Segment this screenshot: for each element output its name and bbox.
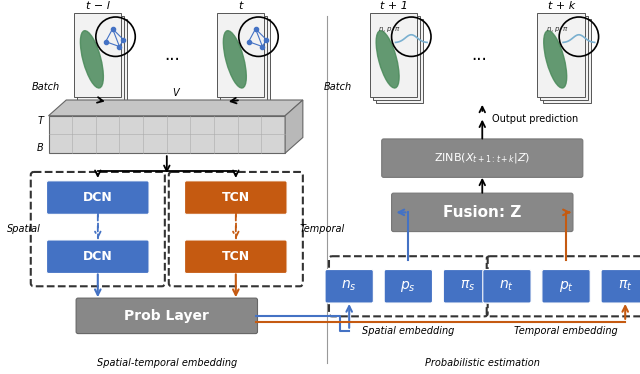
Text: Output prediction: Output prediction bbox=[492, 114, 579, 124]
Text: TCN: TCN bbox=[221, 191, 250, 204]
Bar bbox=[49, 116, 285, 153]
Bar bbox=[77, 16, 124, 100]
Bar bbox=[376, 19, 423, 103]
Bar bbox=[538, 13, 585, 97]
Text: $p_t$: $p_t$ bbox=[559, 279, 573, 294]
Text: B: B bbox=[37, 143, 44, 153]
Polygon shape bbox=[49, 100, 303, 116]
Bar bbox=[370, 13, 417, 97]
FancyBboxPatch shape bbox=[184, 240, 287, 273]
Bar bbox=[74, 13, 122, 97]
Text: $n_t$: $n_t$ bbox=[499, 279, 515, 294]
Text: Spatial embedding: Spatial embedding bbox=[362, 326, 454, 336]
Text: t + 1: t + 1 bbox=[380, 1, 408, 11]
Text: Probabilistic estimation: Probabilistic estimation bbox=[425, 358, 540, 368]
Ellipse shape bbox=[376, 31, 399, 88]
FancyBboxPatch shape bbox=[381, 139, 583, 177]
Bar bbox=[373, 16, 420, 100]
Text: t − l: t − l bbox=[86, 1, 109, 11]
Text: $\mathrm{ZINB}(X_{t+1:t+k}|Z)$: $\mathrm{ZINB}(X_{t+1:t+k}|Z)$ bbox=[434, 151, 531, 165]
Ellipse shape bbox=[223, 31, 246, 88]
Text: Spatial-temporal embedding: Spatial-temporal embedding bbox=[97, 358, 237, 368]
Text: ...: ... bbox=[472, 46, 487, 64]
FancyBboxPatch shape bbox=[542, 270, 590, 303]
FancyBboxPatch shape bbox=[444, 270, 492, 303]
Text: t: t bbox=[239, 1, 243, 11]
Text: $n_s$: $n_s$ bbox=[341, 279, 357, 294]
Text: Spatial: Spatial bbox=[7, 224, 40, 234]
FancyBboxPatch shape bbox=[325, 270, 373, 303]
Text: $\pi_s$: $\pi_s$ bbox=[460, 279, 475, 294]
Bar bbox=[223, 19, 270, 103]
Text: TCN: TCN bbox=[221, 250, 250, 263]
Text: $p_s$: $p_s$ bbox=[401, 279, 416, 294]
FancyBboxPatch shape bbox=[384, 270, 433, 303]
Bar bbox=[220, 16, 268, 100]
Text: V: V bbox=[172, 88, 179, 98]
Text: Temporal embedding: Temporal embedding bbox=[514, 326, 618, 336]
FancyBboxPatch shape bbox=[47, 181, 149, 214]
Bar bbox=[540, 16, 588, 100]
Text: $n,p,\pi$: $n,p,\pi$ bbox=[546, 25, 568, 34]
Text: DCN: DCN bbox=[83, 191, 113, 204]
Polygon shape bbox=[285, 100, 303, 153]
Bar bbox=[80, 19, 127, 103]
Bar bbox=[217, 13, 264, 97]
FancyBboxPatch shape bbox=[76, 298, 257, 334]
Text: Prob Layer: Prob Layer bbox=[124, 309, 209, 323]
Text: Batch: Batch bbox=[324, 82, 352, 92]
Text: ...: ... bbox=[164, 46, 180, 64]
FancyBboxPatch shape bbox=[392, 193, 573, 232]
FancyBboxPatch shape bbox=[483, 270, 531, 303]
Text: Batch: Batch bbox=[32, 82, 60, 92]
Text: DCN: DCN bbox=[83, 250, 113, 263]
Text: t + k: t + k bbox=[547, 1, 575, 11]
Ellipse shape bbox=[544, 31, 566, 88]
Text: $n,p,\pi$: $n,p,\pi$ bbox=[378, 25, 401, 34]
Text: $\pi_t$: $\pi_t$ bbox=[618, 279, 632, 294]
FancyBboxPatch shape bbox=[184, 181, 287, 214]
Bar bbox=[543, 19, 591, 103]
FancyBboxPatch shape bbox=[601, 270, 640, 303]
FancyBboxPatch shape bbox=[47, 240, 149, 273]
Text: T: T bbox=[38, 116, 44, 126]
Text: Temporal: Temporal bbox=[300, 224, 345, 234]
Ellipse shape bbox=[81, 31, 104, 88]
Text: Fusion: Z: Fusion: Z bbox=[443, 205, 522, 220]
